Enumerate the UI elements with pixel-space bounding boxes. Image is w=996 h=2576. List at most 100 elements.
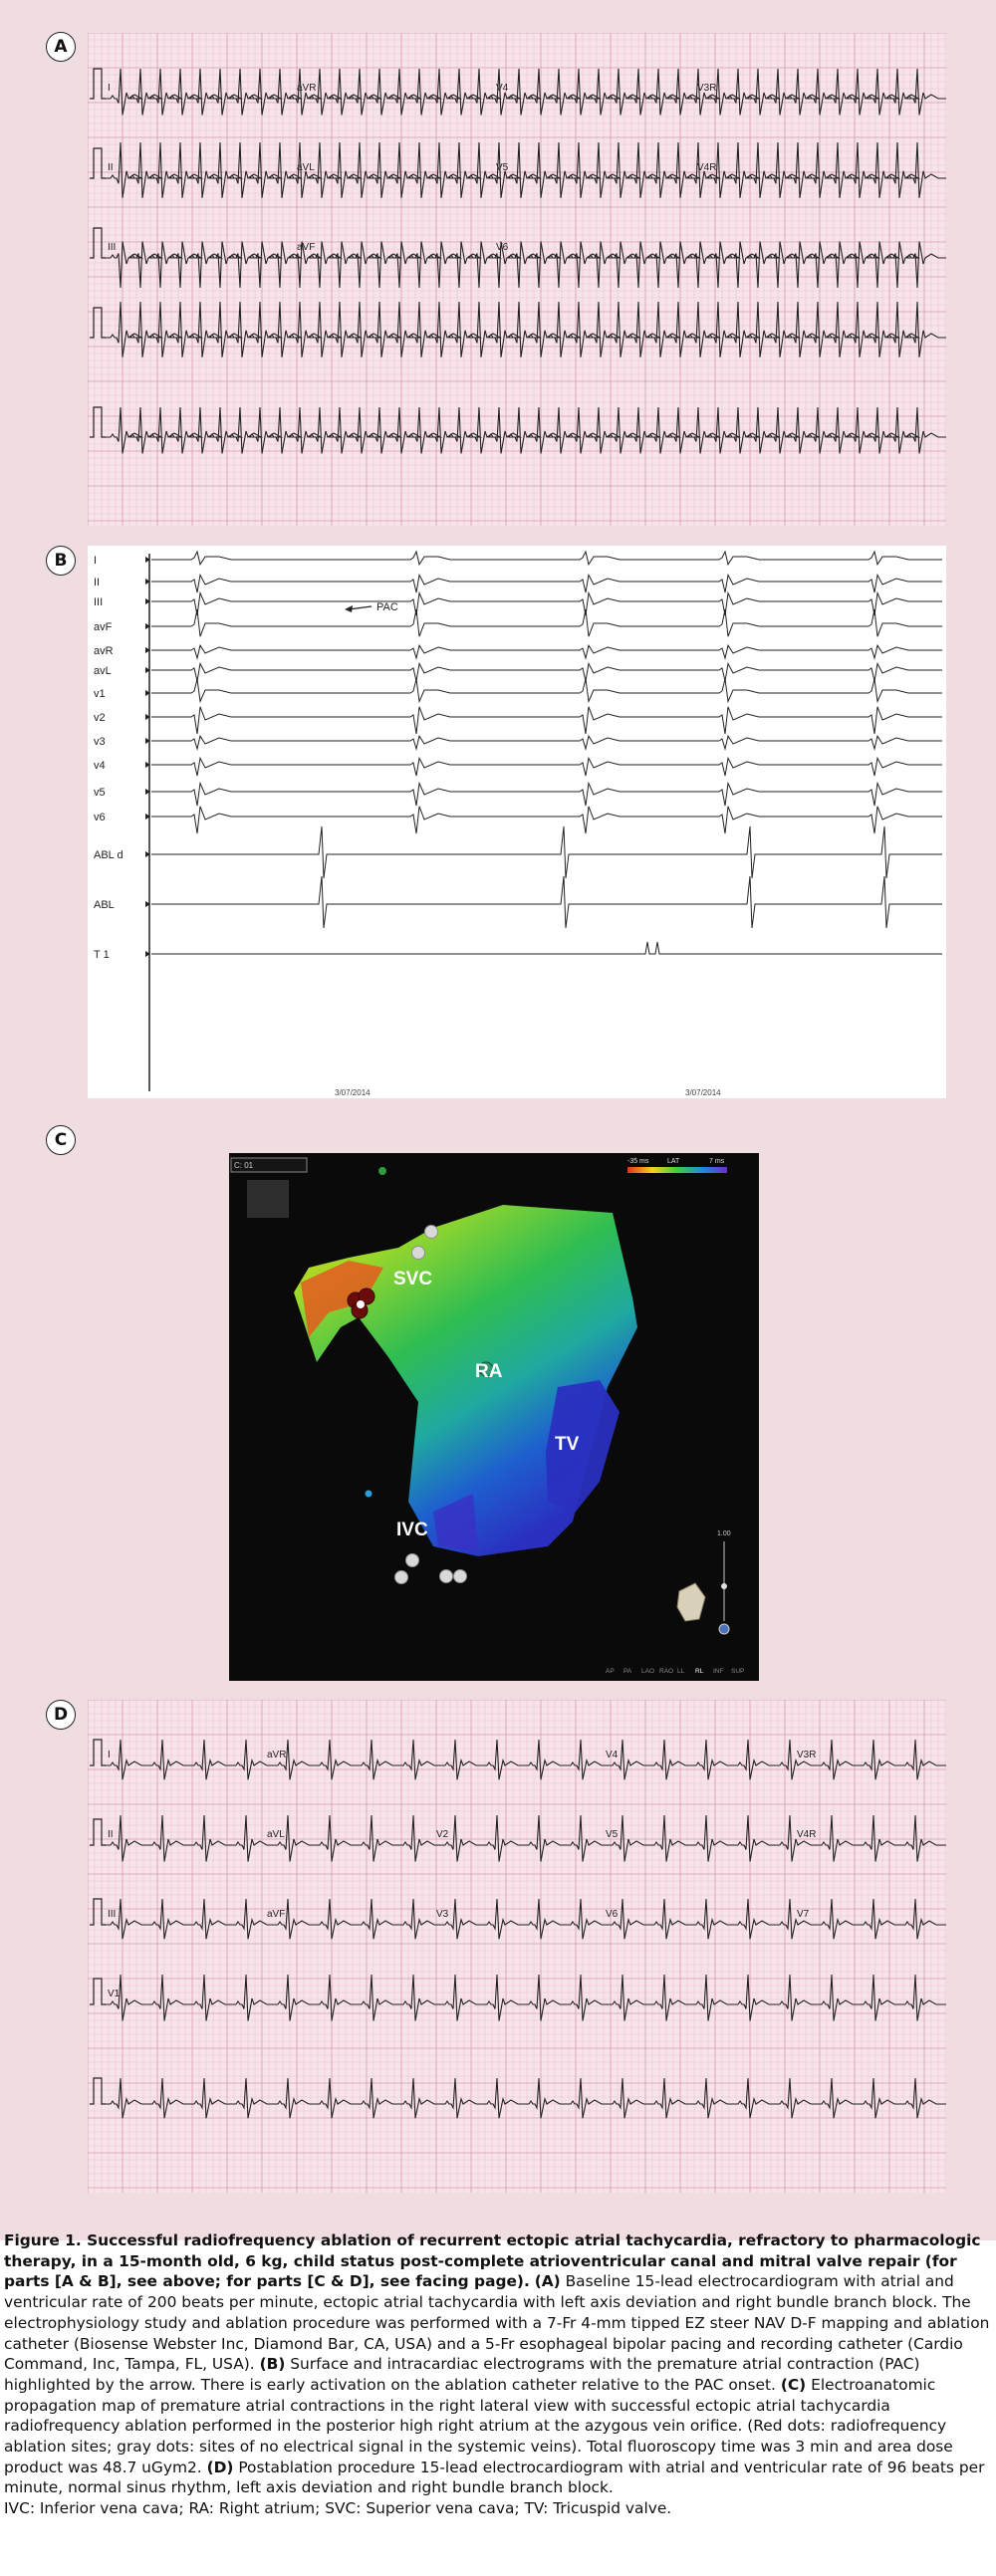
ecg-grid-major (88, 33, 946, 526)
calibration-pulse (90, 406, 106, 438)
post-ecg-trace-row-1 (106, 1739, 946, 1780)
figure-caption: Figure 1. Successful radiofrequency abla… (4, 2230, 990, 2519)
structure-label-svc: SVC (393, 1269, 432, 1289)
lead-label-v4: V4 (496, 83, 509, 94)
post-lead-label-v3r: V3R (797, 1750, 816, 1760)
ecg-grid-minor (88, 33, 946, 526)
ecg-grid-major (88, 1700, 946, 2193)
small-marker-dot (365, 1490, 373, 1498)
zoom-slider-handle (721, 1583, 727, 1589)
lead-label-v6: V6 (496, 242, 509, 253)
view-button-rao: RAO (659, 1668, 673, 1675)
structure-label-tv: TV (555, 1434, 580, 1455)
panel-b-electrograms: I II III avF avR avL v1 v2 v3 v4 v5 v6 ABL d ABL T 1 PA… (88, 546, 946, 1098)
structure-label-ivc: IVC (396, 1520, 428, 1540)
caption-b-label: (B) (259, 2355, 286, 2374)
ecg-grid-background (88, 33, 946, 526)
caption-abbreviations: IVC: Inferior vena cava; RA: Right atriu… (4, 2499, 672, 2518)
calibration-pulse (90, 1739, 106, 1766)
pac-arrow (348, 605, 373, 610)
channel-trace-6 (151, 661, 942, 682)
pac-label: PAC (376, 601, 398, 613)
tricuspid-valve-region (546, 1380, 620, 1512)
channel-marker (145, 789, 150, 795)
panel-a-letter: A (46, 32, 76, 62)
view-button-rl: RL (695, 1668, 704, 1675)
lead-label-avf: aVF (297, 242, 315, 253)
post-lead-label-v1: V1 (108, 1989, 121, 1999)
channel-label-avf: avF (94, 621, 113, 633)
panel-c-map-area: C: 01 -35 ms LAT 7 ms SVC RA TV IVC 1.00 AP PA LAO R… (230, 1157, 744, 1675)
ecg-trace-row-5 (106, 406, 946, 454)
caption-a-text: Baseline 15-lead electrocardiogram with … (4, 2272, 990, 2374)
channel-trace-14 (151, 875, 942, 929)
channel-trace-11 (151, 781, 942, 807)
channel-label-avl: avL (94, 665, 112, 677)
channel-label-t-1: T 1 (94, 949, 110, 961)
calibration-pulse (90, 1898, 106, 1926)
channel-trace-3 (151, 590, 942, 616)
channel-label-v5: v5 (94, 787, 106, 799)
zoom-value-label: 1.00 (717, 1530, 731, 1537)
post-lead-label-v2: V2 (436, 1829, 449, 1840)
map-selector-label: C: 01 (234, 1161, 254, 1170)
orientation-button (718, 1623, 730, 1635)
channel-label-abl: ABL (94, 899, 115, 911)
caption-d-label: (D) (206, 2458, 234, 2476)
caption-title: Figure 1. Successful radiofrequency abla… (4, 2231, 981, 2291)
post-lead-label-v7: V7 (797, 1909, 810, 1920)
calibration-pulse (90, 1978, 106, 2005)
no-signal-site-dot (439, 1569, 453, 1583)
ecg-grid-minor (88, 1700, 946, 2193)
ecg-trace-row-4 (106, 301, 946, 357)
lead-label-v3r: V3R (697, 83, 716, 94)
ecg-trace-row-2 (106, 141, 946, 198)
channel-label-v4: v4 (94, 760, 106, 772)
lat-color-scale (627, 1167, 727, 1173)
ivc-region (433, 1494, 478, 1551)
electrogram-background (88, 546, 946, 1098)
channel-label-avr: avR (94, 645, 114, 657)
channel-trace-2 (151, 573, 942, 593)
channel-label-ii: II (94, 577, 100, 588)
scale-max-label: 7 ms (709, 1158, 725, 1165)
channel-marker (145, 579, 150, 585)
channel-marker (145, 647, 150, 653)
map-thumbnail (247, 1180, 289, 1218)
channel-marker (145, 851, 150, 857)
calibration-pulse (90, 147, 106, 179)
channel-label-v1: v1 (94, 688, 106, 700)
channel-marker (145, 951, 150, 957)
post-lead-label-ii: II (108, 1829, 114, 1840)
post-ecg-trace-row-3 (106, 1898, 946, 1940)
view-button-sup: SUP (731, 1668, 744, 1675)
ecg-grid-background (88, 1700, 946, 2193)
post-lead-label-v4: V4 (606, 1750, 619, 1760)
caption-a-label: (A) (534, 2272, 561, 2291)
post-lead-label-v3: V3 (436, 1909, 449, 1920)
channel-marker (145, 667, 150, 673)
lead-label-v4r: V4R (697, 162, 716, 173)
ablation-marker-highlight (357, 1300, 365, 1308)
post-lead-label-v5: V5 (606, 1829, 619, 1840)
channel-trace-15 (151, 941, 942, 955)
channel-trace-5 (151, 643, 942, 660)
ecg-trace-row-1 (106, 68, 946, 116)
post-lead-label-avf: aVF (267, 1909, 285, 1920)
channel-label-v3: v3 (94, 736, 106, 748)
panel-c-letter: C (46, 1125, 76, 1155)
channel-marker (145, 814, 150, 820)
no-signal-site-dot (453, 1569, 467, 1583)
channel-trace-9 (151, 734, 942, 751)
small-marker-dot-top (378, 1167, 386, 1175)
no-signal-site-dot (411, 1246, 425, 1260)
channel-label-v6: v6 (94, 812, 106, 823)
map-selector-dropdown (230, 1157, 308, 1173)
caption-c-label: (C) (780, 2375, 807, 2394)
footer-mark-2: 3/07/2014 (685, 1088, 721, 1097)
post-lead-label-i: I (108, 1750, 111, 1760)
